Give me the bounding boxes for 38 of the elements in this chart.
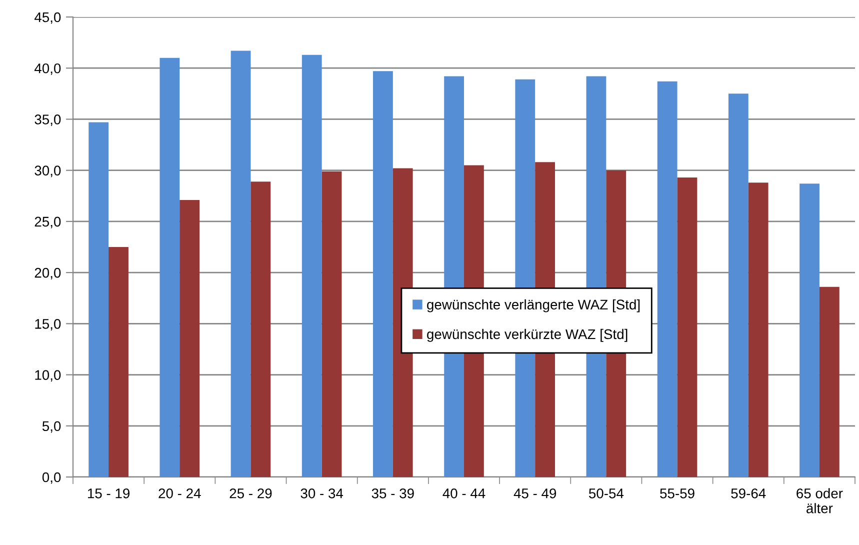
- bar: [728, 94, 748, 477]
- y-tick-label: 0,0: [42, 472, 61, 484]
- y-tick-label: 30,0: [34, 166, 61, 178]
- bar: [322, 171, 342, 477]
- bar: [180, 200, 200, 477]
- x-tick-label: 59-64: [731, 488, 766, 498]
- bar: [88, 122, 109, 477]
- y-tick-label: 40,0: [34, 63, 61, 75]
- x-tick-label: 25 - 29: [230, 488, 272, 498]
- y-tick-label: 10,0: [35, 370, 61, 382]
- bar: [160, 58, 180, 477]
- x-tick-label: 20 - 24: [158, 488, 201, 498]
- legend-label: gewünschte verlängerte WAZ [Std]: [427, 299, 640, 312]
- y-tick-label: 5,0: [42, 421, 61, 433]
- x-tick-label: 55-59: [660, 488, 694, 498]
- x-tick-label: 35 - 39: [372, 488, 414, 498]
- bar: [302, 54, 322, 477]
- x-tick-label: 30 - 34: [300, 488, 344, 498]
- x-tick-label: 40 - 44: [442, 488, 486, 498]
- y-tick-label: 15,0: [35, 319, 61, 330]
- x-tick-label: 45 - 49: [514, 488, 556, 498]
- bar: [108, 247, 128, 477]
- bar: [230, 50, 251, 477]
- x-tick-label: 65 oder älter: [796, 488, 843, 514]
- bar: [800, 184, 820, 477]
- x-tick-label: 50-54: [588, 488, 624, 498]
- y-tick-label: 25,0: [34, 216, 61, 228]
- legend-label: gewünschte verkürzte WAZ [Std]: [427, 328, 628, 342]
- bar: [373, 71, 393, 477]
- x-tick-label: 15 - 19: [88, 488, 130, 498]
- bar: [748, 182, 768, 477]
- bar: [819, 286, 840, 477]
- y-tick-label: 20,0: [34, 268, 61, 280]
- bar: [677, 177, 698, 477]
- bar: [250, 182, 271, 477]
- bar: [657, 81, 678, 477]
- y-tick-label: 35,0: [34, 114, 61, 126]
- y-tick-label: 45,0: [34, 12, 61, 24]
